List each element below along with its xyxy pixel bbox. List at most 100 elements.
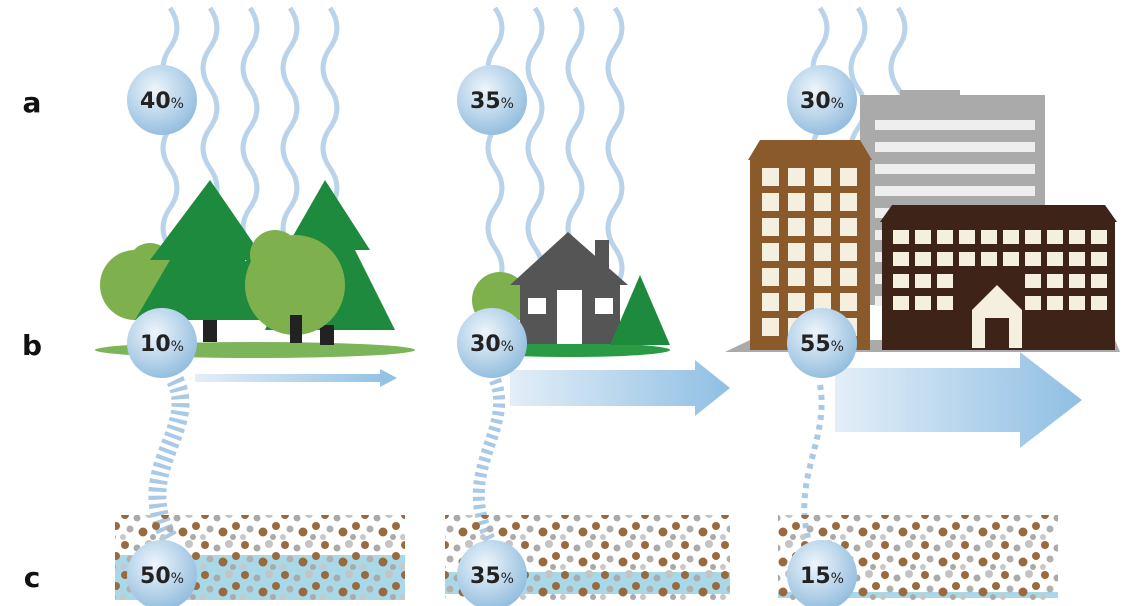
percentage-number: 10: [140, 332, 171, 357]
runoff-arrows: [195, 352, 1082, 448]
window: [762, 218, 779, 236]
window: [893, 230, 909, 244]
window: [915, 274, 931, 288]
window: [762, 318, 779, 336]
soil: [115, 515, 1058, 600]
percentage-number: 50: [140, 564, 171, 589]
stripe: [875, 142, 1035, 152]
window: [959, 252, 975, 266]
percentage-number: 30: [800, 89, 831, 114]
bubble: [457, 540, 527, 606]
window: [1025, 230, 1041, 244]
window: [814, 218, 831, 236]
window: [915, 296, 931, 310]
stripe: [875, 164, 1035, 174]
window: [762, 293, 779, 311]
window: [915, 252, 931, 266]
bubble: [457, 308, 527, 378]
window: [1047, 252, 1063, 266]
window: [788, 168, 805, 186]
window: [893, 252, 909, 266]
percentage-unit: %: [831, 571, 844, 587]
window: [1091, 296, 1107, 310]
window: [814, 193, 831, 211]
wave: [240, 6, 260, 250]
window: [762, 268, 779, 286]
percentage-unit: %: [171, 339, 184, 355]
window: [1091, 274, 1107, 288]
bubble: [127, 308, 197, 378]
window: [1069, 230, 1085, 244]
percentage: 15%: [800, 564, 844, 589]
window: [814, 293, 831, 311]
percentage: 30%: [470, 332, 514, 357]
percentage-unit: %: [831, 96, 844, 112]
window: [981, 252, 997, 266]
window: [1047, 296, 1063, 310]
window: [814, 168, 831, 186]
window: [788, 243, 805, 261]
window: [840, 218, 857, 236]
percentage-unit: %: [501, 339, 514, 355]
window: [937, 230, 953, 244]
wave: [605, 6, 625, 290]
window: [1091, 230, 1107, 244]
row-label: a: [23, 86, 42, 119]
window: [937, 252, 953, 266]
window: [893, 274, 909, 288]
window: [893, 296, 909, 310]
row-label: c: [24, 561, 41, 594]
window: [1091, 252, 1107, 266]
window: [981, 230, 997, 244]
wave: [525, 6, 545, 290]
city: [725, 90, 1120, 352]
window: [788, 293, 805, 311]
percentage-number: 15: [800, 564, 831, 589]
window: [840, 193, 857, 211]
window: [840, 268, 857, 286]
bubble: [787, 308, 857, 378]
window: [1069, 274, 1085, 288]
window: [915, 230, 931, 244]
window: [788, 268, 805, 286]
wave: [485, 6, 505, 290]
window: [1069, 252, 1085, 266]
window: [937, 274, 953, 288]
window: [1025, 296, 1041, 310]
window: [840, 243, 857, 261]
stripe: [875, 120, 1035, 130]
percentage-unit: %: [501, 96, 514, 112]
wave: [280, 6, 300, 250]
window: [1047, 274, 1063, 288]
bubble: [127, 540, 197, 606]
percentage: 50%: [140, 564, 184, 589]
percentage: 10%: [140, 332, 184, 357]
window: [937, 296, 953, 310]
window: [1069, 296, 1085, 310]
window: [959, 230, 975, 244]
percentage-unit: %: [831, 339, 844, 355]
percentage: 40%: [140, 89, 184, 114]
bubble: [787, 65, 857, 135]
window: [840, 168, 857, 186]
percentage: 30%: [800, 89, 844, 114]
window: [814, 268, 831, 286]
bubble: [787, 540, 857, 606]
percentage-unit: %: [171, 571, 184, 587]
window: [840, 293, 857, 311]
percentage-number: 55: [800, 332, 831, 357]
percentage-number: 35: [470, 89, 501, 114]
row-label: b: [22, 329, 42, 362]
bubble: [457, 65, 527, 135]
window: [1025, 274, 1041, 288]
window: [762, 243, 779, 261]
percentage: 35%: [470, 564, 514, 589]
window: [1025, 252, 1041, 266]
percentage-unit: %: [501, 571, 514, 587]
percentage: 55%: [800, 332, 844, 357]
percentage-number: 40: [140, 89, 171, 114]
window: [1047, 230, 1063, 244]
window: [1003, 252, 1019, 266]
window: [1003, 230, 1019, 244]
